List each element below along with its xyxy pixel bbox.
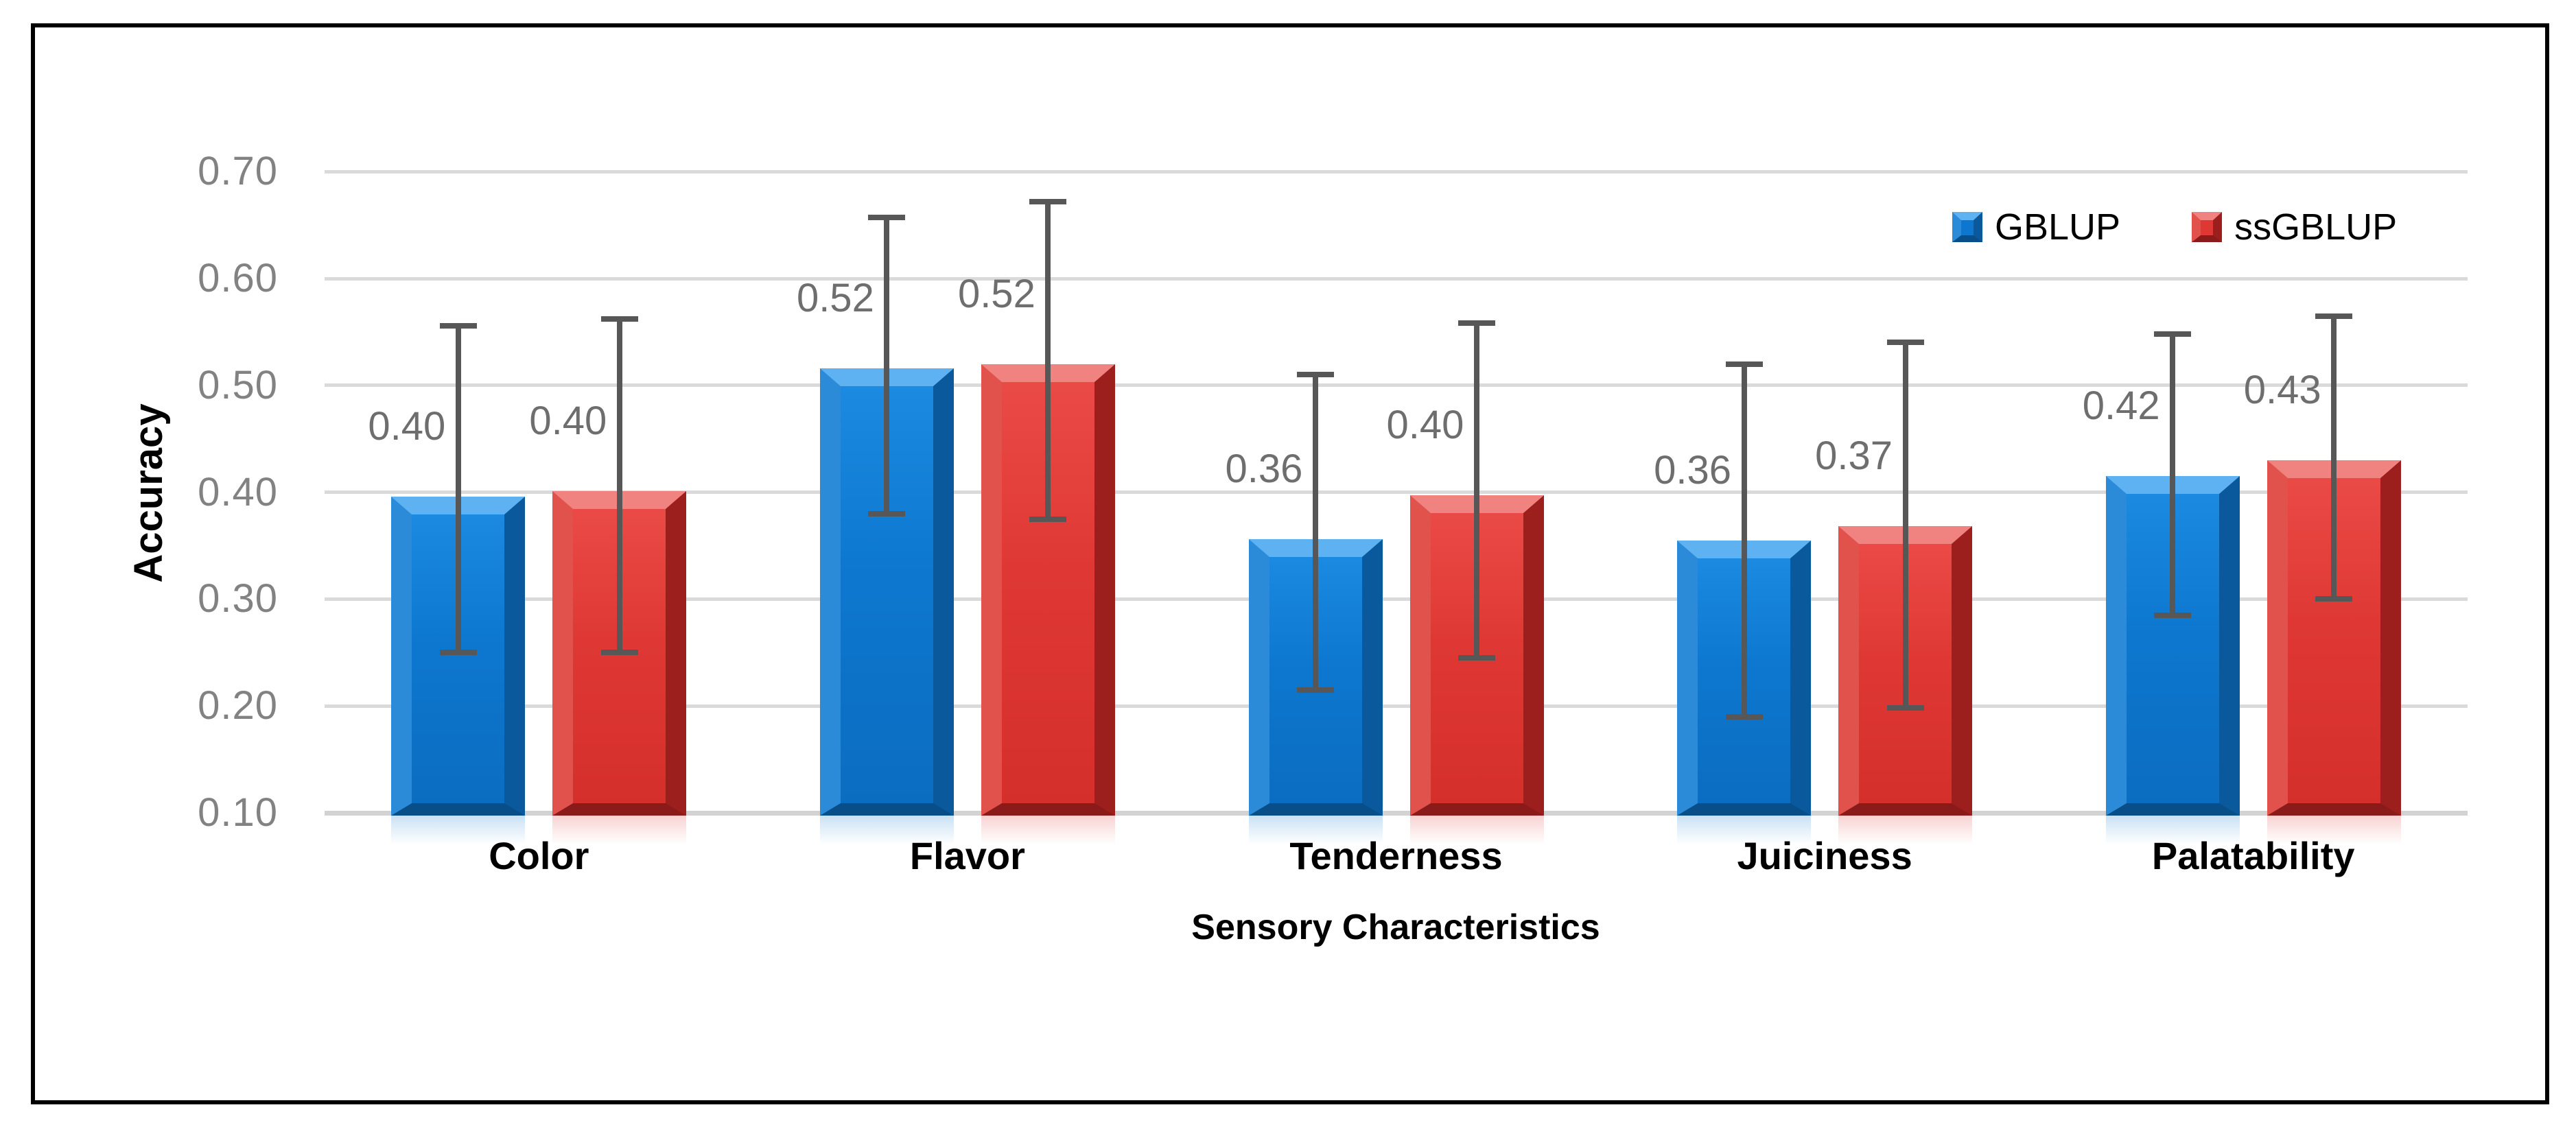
error-bar-cap-bottom bbox=[1725, 713, 1763, 720]
error-bar-cap-bottom bbox=[1297, 687, 1334, 693]
gridline bbox=[325, 704, 2468, 708]
data-label: 0.37 bbox=[1815, 434, 1893, 479]
bar-reflection bbox=[819, 816, 954, 844]
error-bar-cap-top bbox=[1458, 320, 1495, 327]
error-bar-line bbox=[2331, 316, 2337, 600]
bar-reflection bbox=[1677, 816, 1812, 844]
error-bar-cap-top bbox=[1297, 372, 1334, 378]
error-bar-line bbox=[1902, 342, 1908, 709]
error-bar-cap-top bbox=[2315, 313, 2353, 319]
error-bar-line bbox=[2170, 334, 2176, 615]
y-tick-label: 0.10 bbox=[198, 790, 278, 835]
legend: GBLUP ssGBLUP bbox=[1952, 206, 2397, 248]
error-bar-cap-bottom bbox=[1458, 655, 1495, 661]
error-bar-line bbox=[884, 217, 890, 514]
error-bar-cap-top bbox=[1029, 198, 1067, 204]
data-label: 0.42 bbox=[2082, 383, 2160, 429]
category-label: Flavor bbox=[909, 834, 1025, 877]
error-bar-line bbox=[1045, 201, 1051, 519]
x-axis-title: Sensory Characteristics bbox=[1191, 907, 1600, 947]
data-label: 0.40 bbox=[1386, 403, 1464, 448]
legend-swatch-icon bbox=[1952, 212, 1982, 242]
gridline bbox=[325, 169, 2468, 174]
gridline bbox=[325, 597, 2468, 601]
category-label: Juiciness bbox=[1737, 834, 1912, 877]
error-bar-cap-top bbox=[600, 316, 638, 322]
error-bar-cap-top bbox=[439, 322, 477, 329]
category-label: Color bbox=[489, 834, 589, 877]
error-bar-cap-top bbox=[1725, 361, 1763, 367]
legend-item-gblup: GBLUP bbox=[1952, 206, 2120, 248]
error-bar-line bbox=[1474, 323, 1479, 659]
x-axis-line bbox=[325, 810, 2468, 816]
error-bar-cap-bottom bbox=[868, 510, 906, 517]
error-bar-line bbox=[1741, 364, 1747, 717]
bar-reflection bbox=[1248, 816, 1383, 844]
bar-reflection bbox=[391, 816, 526, 844]
legend-label: GBLUP bbox=[1995, 206, 2121, 248]
y-tick-label: 0.60 bbox=[198, 256, 278, 300]
bar-reflection bbox=[552, 816, 687, 844]
category-label: Tenderness bbox=[1289, 834, 1503, 877]
bar-reflection bbox=[2105, 816, 2240, 844]
bar-reflection bbox=[1409, 816, 1544, 844]
error-bar-line bbox=[1313, 375, 1318, 690]
error-bar-line bbox=[616, 319, 622, 653]
gridline bbox=[325, 490, 2468, 495]
y-axis-title: Accuracy bbox=[126, 403, 171, 583]
bar-reflection bbox=[1838, 816, 1973, 844]
error-bar-cap-bottom bbox=[1886, 705, 1924, 711]
y-tick-label: 0.30 bbox=[198, 576, 278, 621]
data-label: 0.40 bbox=[529, 399, 607, 444]
y-tick-label: 0.40 bbox=[198, 469, 278, 514]
legend-item-ssgblup: ssGBLUP bbox=[2192, 206, 2397, 248]
data-label: 0.43 bbox=[2243, 367, 2321, 412]
legend-label: ssGBLUP bbox=[2234, 206, 2398, 248]
legend-swatch-icon bbox=[2192, 212, 2223, 242]
bar-gblup-palatability bbox=[2105, 476, 2240, 816]
gridline bbox=[325, 383, 2468, 388]
error-bar-line bbox=[455, 325, 461, 653]
error-bar-cap-top bbox=[868, 215, 906, 221]
error-bar-cap-top bbox=[2154, 331, 2192, 337]
gridline bbox=[325, 276, 2468, 281]
data-label: 0.40 bbox=[368, 403, 446, 449]
error-bar-cap-bottom bbox=[600, 650, 638, 656]
data-label: 0.36 bbox=[1654, 447, 1732, 493]
error-bar-cap-top bbox=[1886, 340, 1924, 346]
data-label: 0.52 bbox=[957, 271, 1035, 316]
error-bar-cap-bottom bbox=[1029, 516, 1067, 522]
y-tick-label: 0.50 bbox=[198, 362, 278, 407]
error-bar-cap-bottom bbox=[439, 650, 477, 656]
y-tick-label: 0.20 bbox=[198, 683, 278, 728]
y-tick-label: 0.70 bbox=[198, 149, 278, 194]
bar-reflection bbox=[2267, 816, 2401, 844]
bar-reflection bbox=[981, 816, 1115, 844]
error-bar-cap-bottom bbox=[2154, 612, 2192, 618]
category-label: Palatability bbox=[2151, 834, 2355, 877]
data-label: 0.52 bbox=[796, 275, 874, 320]
error-bar-cap-bottom bbox=[2315, 596, 2353, 602]
data-label: 0.36 bbox=[1225, 447, 1303, 492]
